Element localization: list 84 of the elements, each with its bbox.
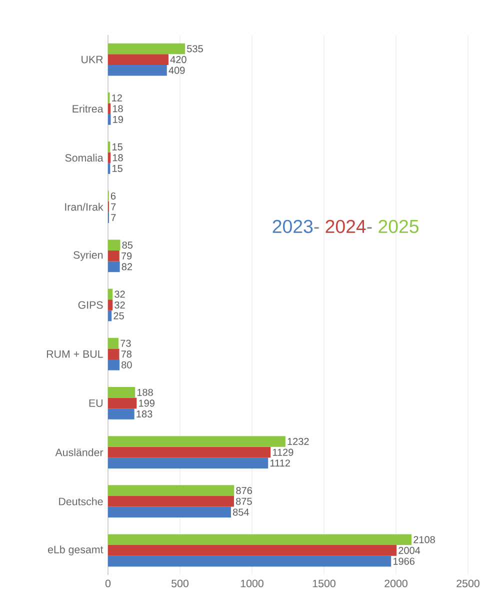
data-label: 12 xyxy=(112,94,122,102)
bar xyxy=(108,43,186,54)
data-label: 2004 xyxy=(398,546,420,554)
data-label: 1966 xyxy=(393,558,414,565)
data-label: 18 xyxy=(112,154,123,162)
bar xyxy=(108,359,120,370)
x-tick-label: 1500 xyxy=(312,580,336,588)
x-tick-label: 0 xyxy=(105,580,111,588)
text: 2023 xyxy=(272,220,313,234)
bar xyxy=(108,386,136,398)
bar xyxy=(108,545,397,556)
data-label: 854 xyxy=(233,508,249,516)
annotation: - xyxy=(314,227,319,229)
data-label: 7 xyxy=(111,214,116,222)
x-tick-label: 2000 xyxy=(384,580,408,588)
bar xyxy=(108,310,112,322)
data-label: 80 xyxy=(122,361,132,368)
text: 2024 xyxy=(326,220,366,234)
bar xyxy=(108,398,137,409)
data-label: 73 xyxy=(120,340,131,347)
data-label: 6 xyxy=(110,192,116,200)
data-label: 79 xyxy=(121,252,132,260)
data-label: 18 xyxy=(112,105,123,112)
data-label: 188 xyxy=(137,388,153,396)
data-label: 409 xyxy=(168,66,185,74)
data-label: 25 xyxy=(114,312,124,320)
y-tick-label: Syrien xyxy=(74,250,103,261)
bar xyxy=(108,64,167,76)
bar xyxy=(108,436,286,447)
y-tick-label: eLb gesamt xyxy=(48,545,104,556)
x-tick-label: 500 xyxy=(172,580,188,588)
data-label: 7 xyxy=(111,203,116,210)
data-label: 1232 xyxy=(288,438,309,446)
data-label: 1112 xyxy=(270,460,290,467)
bar xyxy=(108,261,120,272)
annotation: - xyxy=(367,227,372,229)
y-tick-label: Somalia xyxy=(65,154,104,162)
data-label: 15 xyxy=(112,165,122,172)
y-tick-label: Deutsche xyxy=(59,497,103,506)
bar xyxy=(108,506,231,518)
data-label: 15 xyxy=(112,143,122,150)
bar xyxy=(108,485,234,496)
data-label: 85 xyxy=(122,242,133,249)
bar xyxy=(108,496,234,507)
data-label: 199 xyxy=(139,400,154,407)
data-label: 32 xyxy=(114,301,125,309)
text: 2025 xyxy=(378,220,418,234)
x-tick-label: 1000 xyxy=(240,580,264,588)
y-tick-label: Iran/Irak xyxy=(65,202,104,211)
data-label: 535 xyxy=(187,45,203,52)
bar xyxy=(108,163,110,174)
bar xyxy=(108,103,111,114)
data-label: 32 xyxy=(114,290,125,298)
bar xyxy=(108,446,271,458)
bar xyxy=(108,114,111,125)
bar xyxy=(108,300,113,310)
bar xyxy=(108,240,120,251)
bar xyxy=(108,348,120,360)
y-tick-label: Ausländer xyxy=(55,448,104,456)
bar xyxy=(108,250,120,262)
bar xyxy=(108,54,168,65)
data-label: 2108 xyxy=(414,536,435,544)
y-tick-label: RUM + BUL xyxy=(46,350,103,358)
bar xyxy=(108,534,412,546)
data-label: 19 xyxy=(113,116,123,123)
data-label: 1129 xyxy=(272,448,294,456)
y-tick-label: EU xyxy=(89,399,102,407)
x-tick-label: 2500 xyxy=(456,580,480,588)
data-label: 82 xyxy=(122,263,132,270)
bar xyxy=(108,142,110,152)
data-label: 78 xyxy=(121,350,132,358)
data-label: 875 xyxy=(236,498,252,505)
y-tick-label: UKR xyxy=(82,56,103,64)
bar xyxy=(108,458,268,468)
bar xyxy=(108,556,392,567)
data-label: 420 xyxy=(170,56,186,64)
bar xyxy=(108,288,113,300)
bar xyxy=(108,338,119,349)
y-tick-label: Eritrea xyxy=(72,104,104,113)
y-tick-label: GIPS xyxy=(78,301,103,309)
bar xyxy=(108,152,111,164)
bar xyxy=(108,408,134,420)
data-label: 183 xyxy=(136,410,152,418)
data-label: 876 xyxy=(236,487,252,494)
